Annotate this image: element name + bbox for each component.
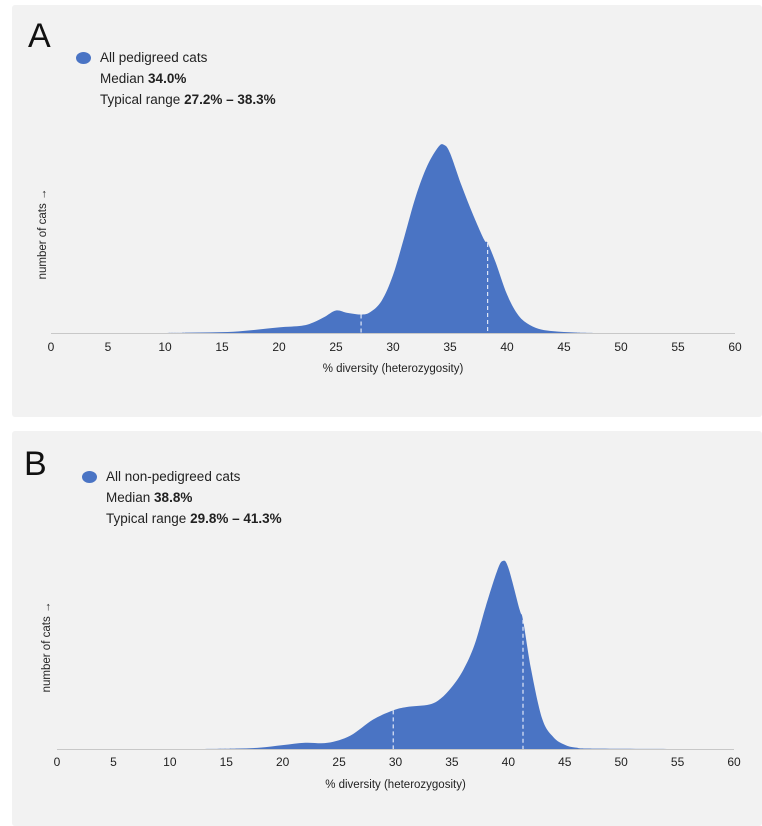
chart-b: 0 5 10 15 20 25 30 35 40 45 50 55 60 % diversity (het… xyxy=(41,560,741,791)
x-tick-label: 25 xyxy=(332,755,346,769)
x-tick-label: 10 xyxy=(163,755,177,769)
x-tick-label: 30 xyxy=(389,755,403,769)
range-value: 29.8% – 41.3% xyxy=(190,511,282,526)
x-tick-label: 20 xyxy=(276,755,290,769)
x-tick-label: 35 xyxy=(443,340,457,354)
x-tick-label: 30 xyxy=(386,340,400,354)
x-tick-label: 10 xyxy=(158,340,172,354)
x-tick-label: 45 xyxy=(557,340,571,354)
x-tick-label: 50 xyxy=(614,755,628,769)
x-tick-label: 15 xyxy=(220,755,234,769)
range-label: Typical range xyxy=(100,92,181,107)
y-axis-label: number of cats → xyxy=(41,602,53,693)
legend-entry: All pedigreed cats xyxy=(76,47,276,68)
x-tick-label: 35 xyxy=(445,755,459,769)
x-tick-label: 40 xyxy=(502,755,516,769)
x-tick-label: 0 xyxy=(54,755,61,769)
panel-b: B All non-pedigreed cats Median 38.8% Ty… xyxy=(12,431,762,826)
median-text: Median 34.0% xyxy=(76,68,276,89)
panel-a: A All pedigreed cats Median 34.0% Typica… xyxy=(12,5,762,417)
x-tick-label: 5 xyxy=(110,755,117,769)
x-tick-label: 20 xyxy=(272,340,286,354)
x-tick-label: 25 xyxy=(329,340,343,354)
x-tick-label: 40 xyxy=(500,340,514,354)
legend-entry: All non-pedigreed cats xyxy=(82,466,282,487)
x-tick-label: 15 xyxy=(215,340,229,354)
median-label: Median xyxy=(106,490,151,505)
median-label: Median xyxy=(100,71,145,86)
chart-a: 0 5 10 15 20 25 30 35 40 45 50 55 60 % diversity (het… xyxy=(37,144,742,375)
legend-label: All pedigreed cats xyxy=(100,50,208,65)
x-axis-label: % diversity (heterozygosity) xyxy=(323,363,464,375)
range-text: Typical range 29.8% – 41.3% xyxy=(82,508,282,529)
panel-letter: B xyxy=(24,445,47,483)
legend-swatch-icon xyxy=(82,470,97,483)
legend-label: All non-pedigreed cats xyxy=(106,469,241,484)
y-axis-label: number of cats → xyxy=(37,189,49,280)
legend: All pedigreed cats Median 34.0% Typical … xyxy=(76,47,276,110)
x-tick-label: 50 xyxy=(614,340,628,354)
range-text: Typical range 27.2% – 38.3% xyxy=(76,89,276,110)
x-tick-label: 60 xyxy=(727,755,741,769)
legend-swatch-icon xyxy=(76,51,91,64)
x-tick-label: 55 xyxy=(671,755,685,769)
x-tick-label: 60 xyxy=(728,340,742,354)
distribution-area xyxy=(57,560,734,749)
x-tick-label: 0 xyxy=(48,340,55,354)
median-value: 34.0% xyxy=(148,71,187,86)
x-axis-label: % diversity (heterozygosity) xyxy=(325,779,466,791)
x-tick-label: 55 xyxy=(671,340,685,354)
x-tick-label: 45 xyxy=(558,755,572,769)
legend: All non-pedigreed cats Median 38.8% Typi… xyxy=(82,466,282,529)
x-tick-label: 5 xyxy=(105,340,112,354)
distribution-area xyxy=(51,144,735,333)
panel-letter: A xyxy=(28,17,51,55)
median-value: 38.8% xyxy=(154,490,193,505)
median-text: Median 38.8% xyxy=(82,487,282,508)
range-label: Typical range xyxy=(106,511,187,526)
range-value: 27.2% – 38.3% xyxy=(184,92,276,107)
